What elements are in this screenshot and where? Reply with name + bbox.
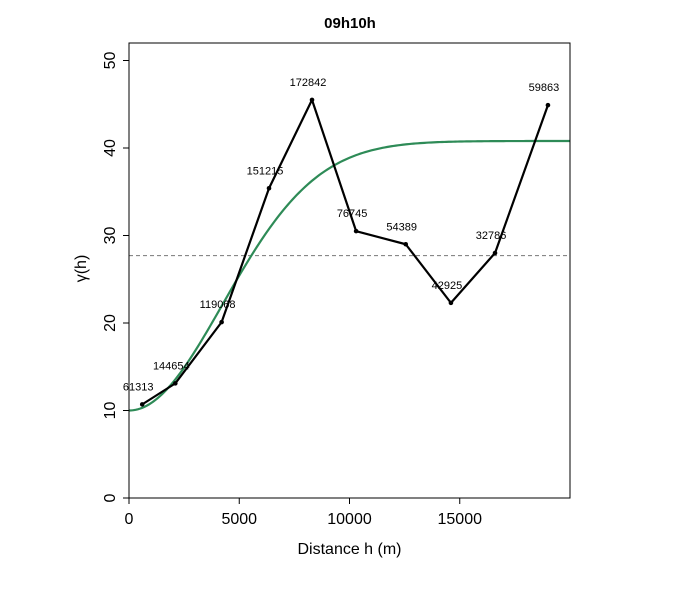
empirical-variogram-line bbox=[141, 98, 549, 406]
data-point bbox=[139, 402, 145, 407]
fitted-model-curve bbox=[129, 139, 570, 412]
data-point bbox=[353, 228, 359, 234]
y-tick-label: 20 bbox=[102, 314, 119, 332]
x-axis: 0 5000 10000 15000 bbox=[125, 497, 483, 528]
point-label: 172842 bbox=[290, 77, 327, 89]
point-label: 54389 bbox=[386, 221, 417, 233]
y-tick-label: 40 bbox=[102, 139, 119, 157]
y-axis: 0 10 20 30 40 50 bbox=[102, 52, 129, 502]
point-label: 119068 bbox=[200, 299, 236, 311]
x-tick-label: 5000 bbox=[221, 511, 257, 528]
data-point bbox=[309, 97, 315, 103]
plot-area bbox=[129, 97, 570, 412]
point-label: 42925 bbox=[432, 280, 463, 292]
y-axis-label: γ(h) bbox=[73, 255, 90, 283]
point-label: 76745 bbox=[337, 208, 368, 220]
data-point bbox=[448, 300, 454, 306]
data-point bbox=[266, 185, 272, 191]
point-label: 59863 bbox=[529, 82, 560, 94]
x-tick-label: 0 bbox=[125, 511, 134, 528]
data-point bbox=[545, 102, 551, 108]
chart-title: 09h10h bbox=[324, 15, 376, 32]
point-label: 61313 bbox=[123, 381, 154, 393]
y-tick-label: 0 bbox=[102, 493, 119, 502]
point-label: 151215 bbox=[247, 165, 284, 177]
y-tick-label: 50 bbox=[102, 52, 119, 70]
point-label: 144654 bbox=[153, 360, 190, 372]
data-point bbox=[173, 381, 178, 386]
x-tick-label: 15000 bbox=[438, 511, 483, 528]
data-point bbox=[492, 250, 498, 256]
point-label: 32786 bbox=[476, 230, 507, 242]
plot-frame bbox=[128, 42, 571, 499]
data-point bbox=[403, 241, 409, 247]
y-tick-label: 30 bbox=[102, 227, 119, 245]
data-point bbox=[219, 319, 224, 325]
x-tick-label: 10000 bbox=[327, 511, 372, 528]
y-tick-label: 10 bbox=[102, 402, 119, 420]
x-axis-label: Distance h (m) bbox=[297, 541, 401, 558]
